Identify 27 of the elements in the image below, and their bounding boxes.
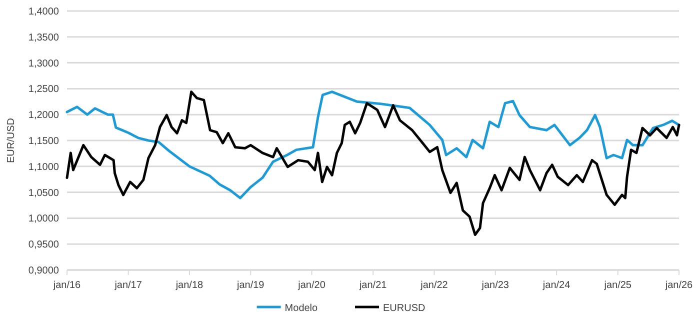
y-tick-label: 1,3000 bbox=[28, 58, 60, 70]
line-series bbox=[66, 90, 680, 236]
x-tick-label: jan/26 bbox=[664, 280, 694, 291]
x-tick-label: jan/19 bbox=[236, 280, 265, 291]
y-tick-label: 1,0000 bbox=[28, 214, 60, 225]
y-tick-label: 1,1500 bbox=[28, 136, 60, 147]
x-tick-label: jan/16 bbox=[52, 280, 82, 291]
legend-label: Modelo bbox=[284, 303, 318, 314]
y-tick-label: 1,2000 bbox=[28, 110, 60, 122]
x-tick-label: jan/25 bbox=[603, 280, 632, 291]
x-tick-label: jan/23 bbox=[480, 280, 510, 291]
y-tick-label: 1,3500 bbox=[28, 32, 60, 44]
y-axis-title: EUR/USD bbox=[6, 118, 17, 164]
y-tick-label: 1,4000 bbox=[28, 6, 60, 18]
y-tick-label: 1,1000 bbox=[28, 162, 60, 173]
x-tick-label: jan/18 bbox=[174, 280, 204, 291]
legend-label: EURUSD bbox=[383, 303, 426, 314]
x-tick-label: jan/20 bbox=[297, 280, 326, 291]
y-tick-label: 0,9000 bbox=[28, 266, 60, 276]
y-tick-label: 1,2500 bbox=[28, 84, 60, 96]
line-series bbox=[66, 90, 680, 200]
x-tick-label: jan/24 bbox=[542, 280, 571, 291]
x-tick-label: jan/17 bbox=[114, 280, 142, 291]
y-tick-label: 1,0500 bbox=[28, 188, 60, 199]
x-tick-label: jan/21 bbox=[358, 280, 388, 291]
y-tick-label: 0,9500 bbox=[28, 240, 60, 251]
x-tick-label: jan/22 bbox=[420, 280, 448, 291]
